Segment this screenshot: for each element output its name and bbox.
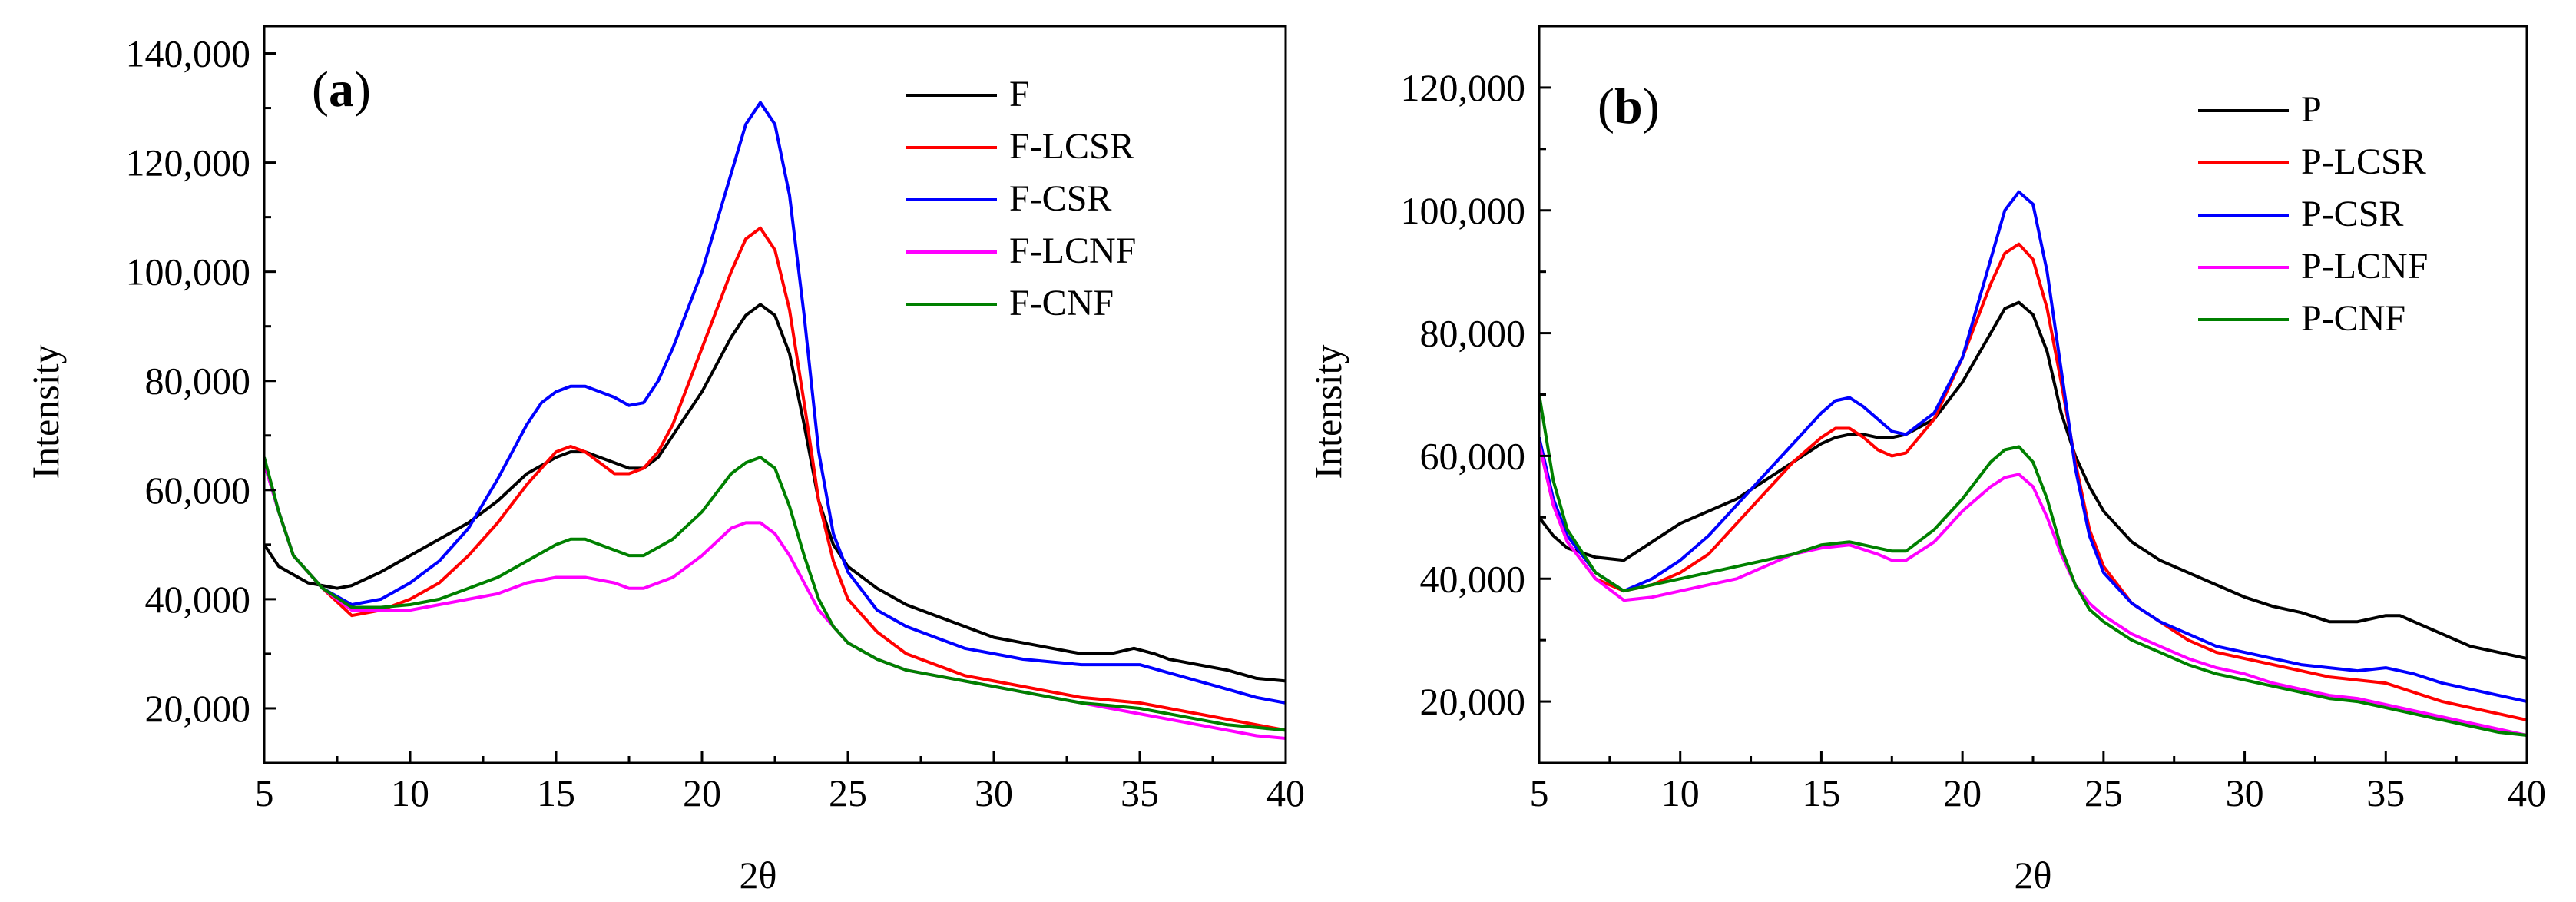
x-tick-label: 5 — [1530, 771, 1549, 814]
legend-label-p-csr: P-CSR — [2301, 194, 2403, 234]
x-axis-title: 2θ — [2015, 854, 2052, 897]
legend: F F-LCSR F-CSR F-LCNF F-CNF — [906, 74, 1136, 323]
y-tick-label: 40,000 — [145, 578, 251, 621]
legend-label-f-lcsr: F-LCSR — [1009, 126, 1134, 167]
x-tick-label: 10 — [391, 771, 429, 814]
legend-label-f: F — [1009, 74, 1030, 114]
legend-label-p-cnf: P-CNF — [2301, 298, 2405, 339]
x-tick-label: 5 — [255, 771, 274, 814]
panel-label-a: (a) — [312, 61, 371, 118]
legend-label-p-lcsr: P-LCSR — [2301, 141, 2426, 182]
series-group — [1538, 190, 2528, 737]
series-line-p — [1538, 300, 2528, 661]
series-line-p-csr — [1538, 190, 2528, 704]
legend-label-f-lcnf: F-LCNF — [1009, 230, 1136, 271]
x-tick-label: 35 — [2366, 771, 2405, 814]
chart-panel-b: (b) 2θ Intensity 5 10 15 20 25 30 35 40 20,000 40… — [1306, 25, 2546, 897]
y-tick-label: 80,000 — [1420, 312, 1526, 355]
series-line-p-cnf — [1538, 394, 2528, 737]
y-tick-label: 100,000 — [126, 250, 251, 293]
x-tick-label: 30 — [2226, 771, 2264, 814]
x-tick-label: 20 — [1943, 771, 1982, 814]
series-line-p-lcsr — [1538, 242, 2528, 722]
x-tick-label: 25 — [829, 771, 867, 814]
y-tick-label: 120,000 — [1401, 66, 1526, 109]
y-tick-label: 140,000 — [126, 32, 251, 75]
y-tick-label: 60,000 — [145, 469, 251, 512]
x-tick-label: 15 — [1802, 771, 1840, 814]
chart-panel-a: (a) 2θ Intensity 5 10 15 20 25 30 35 40 20,000 40… — [24, 25, 1305, 897]
series-group — [263, 101, 1286, 740]
x-tick-label: 40 — [1266, 771, 1305, 814]
series-line-f-lcnf — [263, 462, 1286, 740]
x-tick-label: 30 — [975, 771, 1013, 814]
y-tick-label: 20,000 — [1420, 680, 1526, 723]
legend-label-f-cnf: F-CNF — [1009, 283, 1114, 323]
x-tick-label: 15 — [537, 771, 575, 814]
series-line-p-lcnf — [1538, 443, 2528, 737]
legend: P P-LCSR P-CSR P-LCNF P-CNF — [2198, 89, 2428, 339]
x-tick-label: 20 — [683, 771, 721, 814]
x-tick-label: 40 — [2508, 771, 2546, 814]
y-tick-label: 120,000 — [126, 141, 251, 184]
y-tick-label: 80,000 — [145, 360, 251, 403]
series-line-f-lcsr — [263, 226, 1286, 732]
x-tick-label: 35 — [1121, 771, 1159, 814]
panel-label-b: (b) — [1598, 78, 1660, 134]
legend-label-p: P — [2301, 89, 2322, 130]
x-tick-label: 25 — [2084, 771, 2123, 814]
y-axis-title: Intensity — [1306, 345, 1349, 479]
series-line-f-csr — [263, 101, 1286, 705]
y-tick-label: 20,000 — [145, 687, 251, 730]
legend-label-f-csr: F-CSR — [1009, 178, 1111, 219]
series-line-f — [263, 303, 1286, 683]
x-axis-title: 2θ — [740, 854, 777, 897]
x-tick-label: 10 — [1661, 771, 1700, 814]
y-axis-title: Intensity — [24, 345, 67, 479]
y-tick-label: 60,000 — [1420, 434, 1526, 477]
legend-label-p-lcnf: P-LCNF — [2301, 246, 2428, 287]
plot-frame — [1538, 25, 2528, 764]
y-tick-label: 40,000 — [1420, 557, 1526, 600]
y-tick-label: 100,000 — [1401, 189, 1526, 232]
series-line-f-cnf — [263, 456, 1286, 732]
